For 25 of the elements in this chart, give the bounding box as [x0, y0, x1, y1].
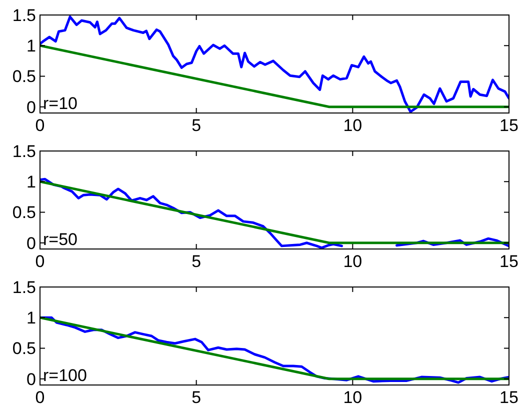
- x-tick-label: 5: [192, 252, 202, 271]
- y-tick-label: 0: [26, 370, 36, 389]
- x-tick-label: 10: [343, 252, 362, 271]
- x-tick-label: 15: [500, 252, 518, 271]
- y-tick-label: 0: [26, 234, 36, 253]
- annotation: r=10: [43, 94, 78, 113]
- y-tick-label: 1.5: [12, 278, 36, 297]
- y-tick-label: 0.5: [12, 67, 36, 86]
- x-tick-label: 10: [343, 388, 362, 407]
- x-tick-label: 5: [192, 388, 202, 407]
- y-tick-label: 1.5: [12, 6, 36, 25]
- y-tick-label: 0: [26, 98, 36, 117]
- x-tick-label: 15: [500, 116, 518, 135]
- y-tick-label: 0.5: [12, 203, 36, 222]
- x-tick-label: 5: [192, 116, 202, 135]
- line-series: [40, 16, 509, 113]
- y-tick-label: 1: [26, 308, 36, 328]
- y-tick-label: 0.5: [12, 339, 36, 358]
- x-tick-label: 15: [500, 388, 518, 407]
- y-tick-label: 1.5: [12, 142, 36, 161]
- annotation: r=100: [43, 366, 87, 385]
- annotation: r=50: [43, 230, 78, 249]
- y-tick-label: 1: [26, 172, 36, 192]
- x-tick-label: 10: [343, 116, 362, 135]
- y-tick-label: 1: [26, 36, 36, 56]
